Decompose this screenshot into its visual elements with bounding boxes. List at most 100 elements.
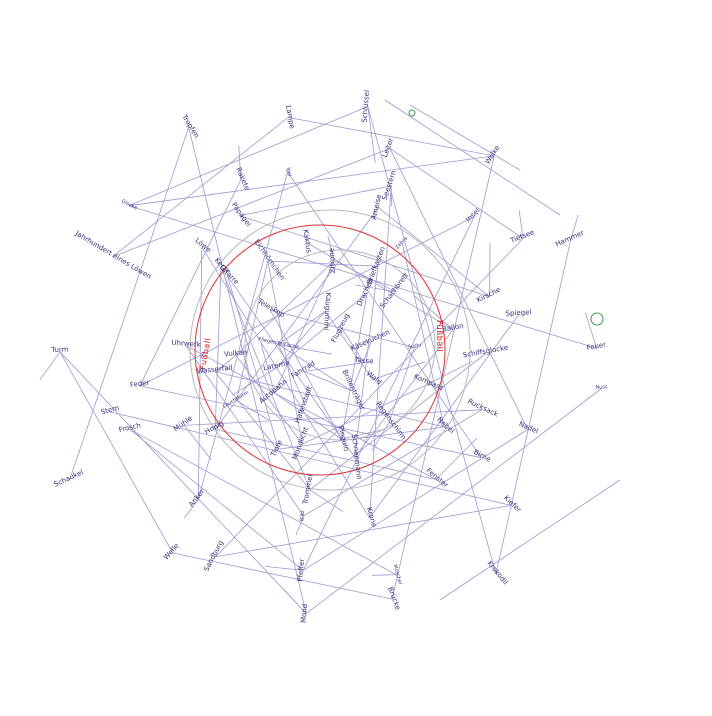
edge-stub	[435, 437, 478, 480]
edge-line	[59, 351, 174, 554]
edge-line	[235, 355, 303, 445]
node-label: Sushi	[407, 343, 421, 351]
edge-line	[139, 385, 482, 459]
node-label: Spiegel	[505, 308, 531, 318]
edge-line	[235, 260, 335, 356]
edge-stub	[264, 566, 304, 571]
edge-stub	[371, 574, 397, 576]
edge-line	[389, 148, 524, 239]
edge-stub	[367, 106, 376, 164]
node-label: Flugzeug	[330, 312, 351, 344]
node-label: Igel	[285, 167, 292, 177]
edge-line	[267, 260, 379, 267]
edge-stub	[309, 489, 344, 513]
highlight-ring	[194, 224, 446, 476]
node-label: Löwe	[194, 237, 213, 255]
node-label: Honig	[203, 419, 225, 436]
node-label: Schaukel	[53, 468, 85, 488]
edge-stub	[183, 425, 212, 460]
node-label: Tasse	[353, 356, 374, 366]
node-label: Papagei	[230, 201, 253, 228]
node-label: Turm	[50, 345, 69, 354]
edge-line	[302, 216, 475, 571]
node-label: Schiffsglocke	[462, 344, 508, 360]
edge-line	[197, 246, 203, 500]
edge-line	[184, 409, 483, 426]
edge-stub	[295, 515, 305, 536]
node-label: Krokodil	[485, 559, 509, 586]
edge-stub	[39, 351, 61, 381]
edge-long	[439, 479, 621, 601]
edge-line	[128, 155, 495, 207]
edge-stub	[570, 214, 579, 241]
node-label: Seestern	[381, 169, 398, 201]
edge-line	[112, 148, 391, 258]
edge-line	[354, 329, 454, 458]
node-label: Nadel	[518, 420, 540, 436]
edge-line	[274, 260, 335, 394]
edge-line	[306, 388, 602, 614]
edge-line	[172, 552, 393, 600]
edge-line	[309, 353, 487, 491]
edge-line	[367, 106, 497, 575]
edge-stub	[216, 354, 237, 372]
edge-line	[287, 171, 482, 458]
node-label: Krone	[365, 506, 378, 528]
node-label: Schachbrett	[378, 271, 410, 310]
edge-line	[341, 328, 365, 363]
edge-line	[274, 392, 342, 440]
edge-line	[278, 310, 326, 345]
edge-line	[369, 314, 519, 519]
node-label: Lampe	[284, 105, 296, 130]
node-label: Feuer	[586, 341, 607, 353]
edge-line	[214, 371, 445, 428]
edge-stub	[183, 499, 199, 519]
edge-stub	[585, 312, 598, 349]
edge-line	[69, 127, 190, 481]
node-label: Frosch	[118, 421, 142, 434]
edge-line	[110, 411, 511, 506]
node-label: Vulkan	[224, 348, 248, 358]
node-label: Pinguin	[337, 425, 351, 452]
node-label-layer: TasseFahrradFlugzeugBrillenträgerFliegen…	[50, 90, 608, 624]
node-label: Feder	[129, 379, 150, 389]
edge-line	[239, 185, 392, 217]
edge-stub	[372, 361, 426, 380]
edge-line	[128, 205, 597, 349]
edge-layer	[39, 99, 621, 614]
node-label: Blitz	[299, 510, 306, 522]
node-label: Jahrhundert eines Löwen	[73, 229, 153, 281]
edge-stub	[327, 235, 335, 261]
edge-long	[384, 99, 561, 216]
edge-line	[388, 347, 415, 423]
edge-line	[59, 351, 307, 614]
outer-ring-grey	[189, 209, 471, 491]
edge-stub	[238, 145, 242, 180]
edge-line	[304, 362, 364, 372]
edge-line	[402, 243, 445, 428]
edge-line	[302, 429, 528, 571]
node-label: Schlüssel	[360, 90, 371, 123]
edge-line	[369, 185, 392, 518]
node-label: Trommel	[301, 474, 314, 506]
edge-stub	[260, 343, 275, 394]
edge-line	[391, 155, 495, 600]
edge-line	[215, 505, 511, 558]
node-label: Welle	[162, 542, 181, 562]
node-marker-right	[590, 312, 604, 326]
edge-line	[139, 179, 242, 387]
ring-label-right: Fußball	[435, 320, 444, 352]
edge-stub	[236, 400, 269, 421]
edge-line	[215, 238, 524, 558]
edge-line	[334, 260, 396, 293]
edge-line	[302, 383, 429, 445]
edge-line	[389, 148, 529, 430]
edge-line	[197, 171, 288, 500]
edge-line	[188, 127, 307, 614]
edge-stub	[413, 294, 454, 331]
edge-line	[354, 266, 379, 458]
node-label: Zitrone	[328, 248, 337, 274]
edge-stub	[518, 210, 524, 239]
edge-line	[236, 260, 269, 401]
node-label: Teleskop	[255, 297, 286, 320]
